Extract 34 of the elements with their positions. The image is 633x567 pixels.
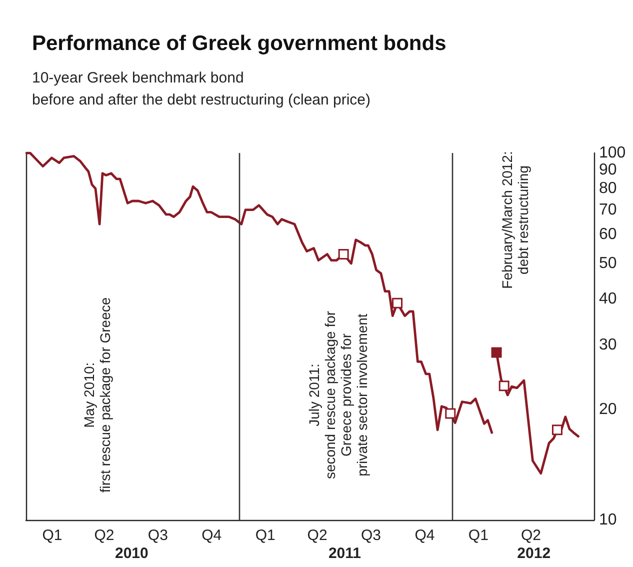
annotation: May 2010: first rescue package for Greece bbox=[81, 297, 113, 493]
chart-subtitle: 10-year Greek benchmark bond before and after the debt restructuring (clean price) bbox=[32, 70, 371, 108]
x-tick-label: Q1 bbox=[468, 527, 488, 544]
chart-title: Performance of Greek government bonds bbox=[32, 32, 446, 55]
x-tick-label: Q2 bbox=[520, 527, 541, 544]
y-tick-label: 40 bbox=[599, 290, 617, 308]
point bbox=[498, 380, 510, 392]
x-tick-label: Q1 bbox=[42, 527, 62, 544]
y-tick-label: 30 bbox=[599, 336, 617, 354]
y-tick-label: 60 bbox=[599, 226, 617, 243]
x-tick-label: Q2 bbox=[307, 527, 328, 544]
x-tick-label: Q3 bbox=[360, 527, 382, 544]
y-tick-label: 90 bbox=[599, 161, 617, 178]
x-tick-label: Q3 bbox=[148, 527, 168, 544]
x2-tick-label: 2012 bbox=[517, 545, 551, 562]
x-tick-label: Q4 bbox=[414, 527, 435, 544]
y-tick-label: 80 bbox=[599, 180, 617, 198]
x-tick-label: Q2 bbox=[94, 527, 114, 544]
y-tick-label: 20 bbox=[599, 401, 617, 418]
annotation: February/March 2012: debt restructuring bbox=[499, 151, 531, 289]
annotation: July 2011: second rescue package for Greece provides for private sector involvement bbox=[306, 310, 370, 480]
x2-tick-label: 2011 bbox=[328, 545, 362, 562]
x-tick-label: Q4 bbox=[202, 527, 222, 544]
point bbox=[552, 424, 562, 436]
y-tick-label: 10 bbox=[599, 512, 617, 528]
y-tick-label: 100 bbox=[599, 144, 626, 162]
point bbox=[338, 248, 349, 260]
point bbox=[491, 347, 502, 358]
point bbox=[392, 298, 403, 308]
point bbox=[445, 408, 456, 419]
x2-tick-label: 2010 bbox=[114, 545, 148, 562]
y-tick-label: 50 bbox=[599, 254, 617, 272]
x-tick-label: Q1 bbox=[255, 527, 276, 544]
y-tick-label: 70 bbox=[599, 201, 617, 218]
